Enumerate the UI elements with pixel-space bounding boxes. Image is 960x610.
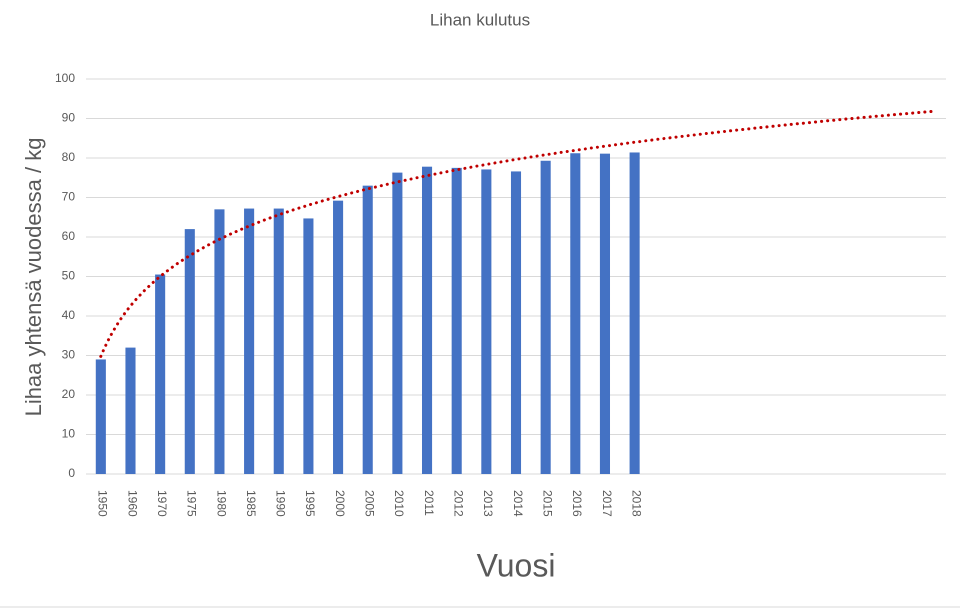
x-tick-label: 1950	[96, 490, 110, 517]
y-axis-title: Lihaa yhtensä vuodessa / kg	[21, 138, 46, 417]
x-tick-label: 1985	[244, 490, 258, 517]
x-tick-label: 2015	[540, 490, 554, 517]
x-tick-label: 2012	[452, 490, 466, 517]
bar	[155, 274, 166, 474]
y-tick-label: 100	[55, 71, 75, 85]
y-tick-label: 0	[68, 466, 75, 480]
y-tick-label: 20	[62, 387, 76, 401]
bar	[392, 172, 403, 475]
bar	[214, 209, 225, 474]
y-tick-label: 70	[62, 190, 76, 204]
bar	[599, 153, 611, 474]
bar	[570, 153, 581, 474]
bar	[421, 166, 433, 474]
x-tick-label: 1970	[155, 490, 169, 517]
bar	[184, 229, 195, 474]
x-tick-label: 1960	[125, 490, 139, 517]
x-tick-label: 2000	[333, 490, 347, 517]
bar	[481, 169, 492, 474]
bar	[125, 347, 136, 474]
x-tick-label: 2017	[600, 490, 614, 517]
x-tick-label: 2011	[422, 490, 436, 516]
y-tick-label: 50	[62, 269, 76, 283]
bar	[303, 218, 314, 474]
bar	[629, 152, 640, 474]
bar	[362, 185, 373, 474]
x-tick-label: 2016	[570, 490, 584, 517]
bar	[333, 200, 344, 474]
bar	[273, 208, 284, 474]
x-axis-title: Vuosi	[477, 547, 556, 583]
bar	[244, 208, 255, 474]
chart-title: Lihan kulutus	[430, 10, 530, 29]
y-tick-label: 90	[62, 111, 76, 125]
x-tick-label: 2005	[363, 490, 377, 517]
x-tick-label: 2010	[392, 490, 406, 517]
y-tick-label: 30	[62, 348, 76, 362]
x-tick-label: 2013	[481, 490, 495, 517]
y-tick-label: 80	[62, 150, 76, 164]
y-tick-label: 40	[62, 308, 76, 322]
x-tick-label: 1995	[303, 490, 317, 517]
bar	[510, 171, 522, 474]
x-tick-label: 2018	[629, 490, 643, 517]
x-tick-label: 1980	[214, 490, 228, 517]
bar	[451, 167, 462, 474]
bar	[95, 359, 106, 474]
x-tick-label: 1990	[274, 490, 288, 517]
y-tick-label: 60	[62, 229, 76, 243]
bar	[540, 160, 551, 474]
y-tick-label: 10	[62, 427, 76, 441]
x-tick-label: 2014	[511, 490, 525, 517]
x-tick-label: 1975	[185, 490, 199, 517]
